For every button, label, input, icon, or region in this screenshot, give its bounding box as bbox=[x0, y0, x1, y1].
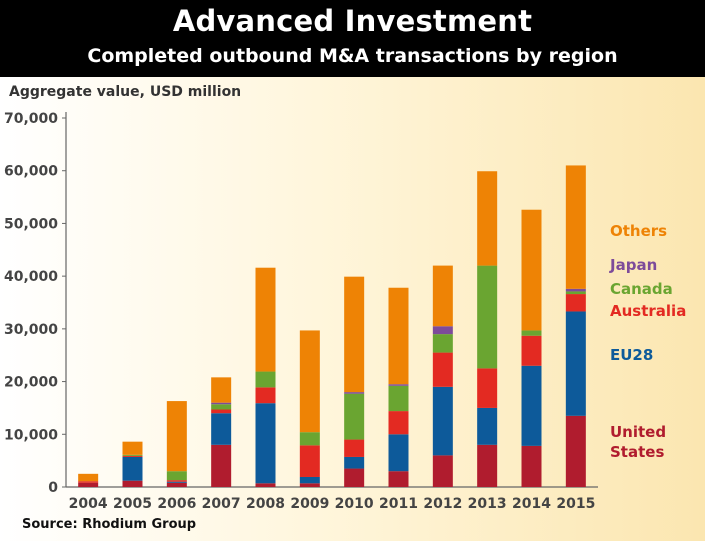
bar-segment-canada bbox=[521, 330, 542, 336]
y-tick-label: 30,000 bbox=[4, 322, 58, 338]
bar-segment-united-states bbox=[211, 444, 232, 487]
bar-segment-eu28 bbox=[477, 407, 498, 445]
bar-segment-canada bbox=[122, 454, 143, 456]
bar-segment-canada bbox=[388, 385, 409, 412]
bar-segment-canada bbox=[344, 393, 365, 440]
bar-segment-united-states bbox=[388, 471, 409, 487]
x-tick-label: 2004 bbox=[69, 496, 108, 512]
y-tick-label: 70,000 bbox=[4, 111, 58, 127]
bar-segment-united-states bbox=[255, 483, 276, 487]
chart-subtitle: Completed outbound M&A transactions by r… bbox=[87, 45, 618, 67]
bar-segment-australia bbox=[565, 294, 586, 312]
bar-segment-others bbox=[211, 377, 232, 403]
bar-segment-united-states bbox=[299, 483, 320, 487]
bar-segment-australia bbox=[299, 445, 320, 477]
x-tick-label: 2012 bbox=[423, 496, 462, 512]
bar-segment-united-states bbox=[432, 455, 453, 487]
bar-segment-australia bbox=[255, 387, 276, 404]
bar-segment-australia bbox=[166, 480, 187, 482]
y-tick-label: 40,000 bbox=[4, 269, 58, 285]
x-tick-label: 2010 bbox=[335, 496, 374, 512]
y-tick-label: 0 bbox=[48, 480, 58, 496]
bar-segment-others bbox=[166, 401, 187, 472]
bar-segment-australia bbox=[78, 481, 99, 483]
bar-segment-eu28 bbox=[255, 403, 276, 484]
bar-segment-japan bbox=[565, 288, 586, 292]
x-tick-label: 2005 bbox=[113, 496, 152, 512]
bar-segment-eu28 bbox=[432, 386, 453, 456]
legend-label-canada: Canada bbox=[610, 280, 673, 298]
y-tick-label: 20,000 bbox=[4, 375, 58, 391]
bar-segment-eu28 bbox=[344, 456, 365, 469]
x-tick-label: 2014 bbox=[512, 496, 551, 512]
bar-segment-canada bbox=[166, 471, 187, 481]
y-tick-label: 60,000 bbox=[4, 164, 58, 180]
bar-segment-eu28 bbox=[388, 434, 409, 472]
bar-segment-eu28 bbox=[565, 311, 586, 416]
bar-segment-united-states bbox=[166, 482, 187, 487]
chart-title: Advanced Investment bbox=[172, 4, 533, 38]
bar-segment-australia bbox=[477, 368, 498, 408]
y-axis-label: Aggregate value, USD million bbox=[9, 84, 242, 100]
bar-segment-united-states bbox=[565, 415, 586, 487]
bar-segment-australia bbox=[388, 411, 409, 435]
bar-segment-united-states bbox=[521, 445, 542, 487]
bar-segment-canada bbox=[299, 432, 320, 446]
bar-segment-australia bbox=[432, 352, 453, 387]
bar-segment-australia bbox=[211, 409, 232, 414]
bar-segment-canada bbox=[432, 334, 453, 353]
bar-segment-australia bbox=[122, 455, 143, 457]
bar-segment-others bbox=[255, 267, 276, 372]
legend-label-others: Others bbox=[610, 222, 667, 240]
bar-segment-others bbox=[388, 287, 409, 385]
bar-segment-united-states bbox=[477, 444, 498, 487]
bar-segment-japan bbox=[388, 384, 409, 386]
bar-segment-others bbox=[299, 330, 320, 433]
bar-segment-canada bbox=[477, 265, 498, 369]
bar-segment-others bbox=[344, 276, 365, 393]
bar-segment-eu28 bbox=[299, 476, 320, 484]
bar-segment-others bbox=[78, 473, 99, 482]
bar-segment-eu28 bbox=[211, 413, 232, 445]
bar-segment-eu28 bbox=[521, 365, 542, 446]
bar-segment-united-states bbox=[344, 468, 365, 487]
bar-segment-eu28 bbox=[166, 481, 187, 483]
bar-segment-canada bbox=[211, 404, 232, 410]
bar-segment-others bbox=[122, 441, 143, 455]
bar-segment-australia bbox=[344, 439, 365, 457]
bar-segment-japan bbox=[211, 402, 232, 405]
title-bar: Advanced Investment Completed outbound M… bbox=[0, 0, 705, 77]
bar-segment-others bbox=[477, 171, 498, 266]
y-tick-label: 50,000 bbox=[4, 216, 58, 232]
x-tick-label: 2008 bbox=[246, 496, 285, 512]
bar-segment-others bbox=[432, 265, 453, 327]
bar-segment-united-states bbox=[78, 482, 99, 487]
bar-segment-australia bbox=[521, 335, 542, 366]
bar-segment-canada bbox=[565, 291, 586, 295]
legend-label-united-states: United States bbox=[610, 423, 666, 461]
x-tick-label: 2011 bbox=[379, 496, 418, 512]
bar-segment-others bbox=[565, 165, 586, 289]
bar-segment-united-states bbox=[122, 480, 143, 487]
legend-label-japan: Japan bbox=[609, 256, 657, 274]
x-tick-label: 2013 bbox=[468, 496, 507, 512]
legend-label-eu28: EU28 bbox=[610, 346, 653, 364]
legend-label-australia: Australia bbox=[610, 302, 686, 320]
bar-segment-japan bbox=[344, 392, 365, 394]
y-tick-label: 10,000 bbox=[4, 427, 58, 443]
bar-segment-canada bbox=[255, 371, 276, 388]
bar-segment-others bbox=[521, 209, 542, 331]
bar-segment-japan bbox=[432, 326, 453, 335]
x-tick-label: 2007 bbox=[202, 496, 241, 512]
x-tick-label: 2015 bbox=[556, 496, 595, 512]
x-tick-label: 2006 bbox=[157, 496, 196, 512]
x-tick-label: 2009 bbox=[290, 496, 329, 512]
source-note: Source: Rhodium Group bbox=[22, 517, 197, 532]
bar-segment-eu28 bbox=[122, 456, 143, 481]
